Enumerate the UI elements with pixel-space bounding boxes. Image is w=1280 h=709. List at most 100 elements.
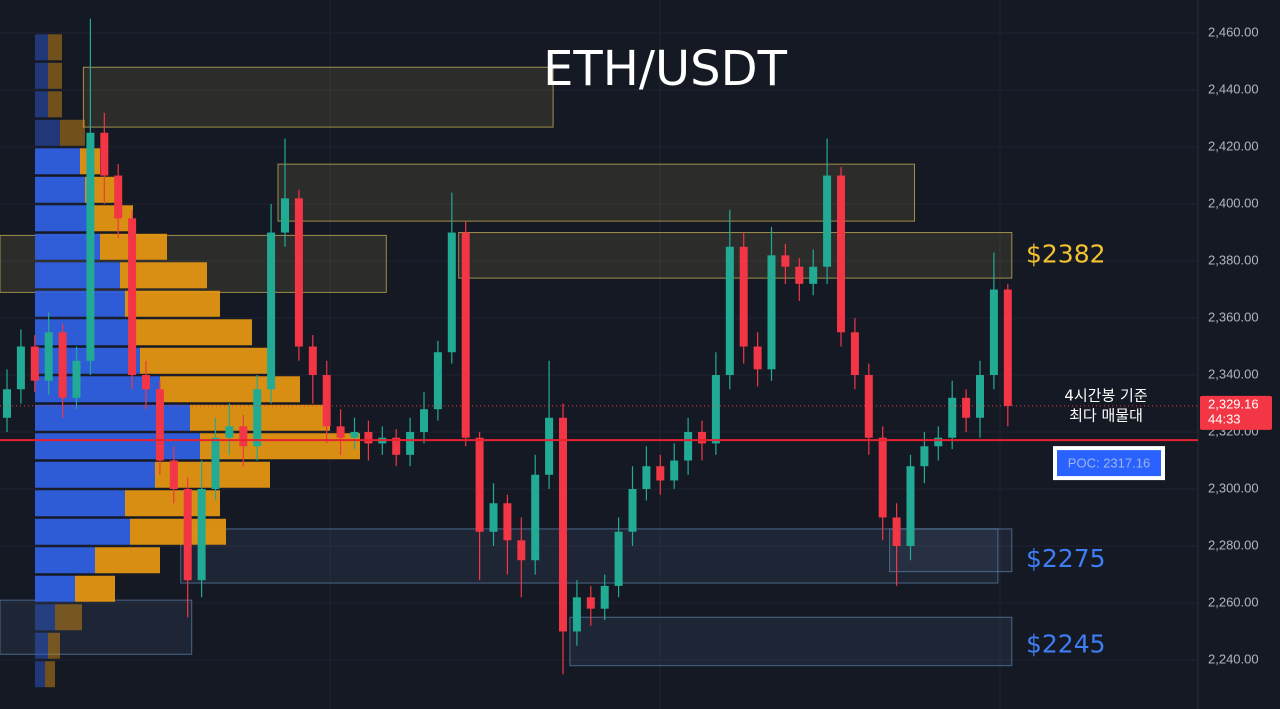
candle-body [948,397,957,438]
level-label: $2245 [1026,630,1106,659]
profile-sell [90,205,133,232]
zone [82,66,554,128]
profile-sell [130,319,252,346]
candle-body [58,332,67,398]
candle-body [489,503,498,532]
candle-body [545,417,554,475]
candle-body [322,375,331,427]
profile-buy [35,205,90,232]
zone [180,528,999,584]
candle-body [336,426,345,438]
candle-body [586,597,595,609]
profile-buy [35,433,200,460]
chart-title: ETH/USDT [543,41,787,97]
candle-body [142,375,150,390]
profile-buy [35,176,85,203]
zone [0,599,193,655]
candle-body [294,198,303,347]
candle-body [976,375,984,418]
candle-body [406,432,415,455]
candle-body [44,332,53,381]
profile-sell [48,632,60,659]
profile-buy [35,62,48,89]
candle-body [711,375,720,444]
candle-body [183,489,192,581]
level-label: $2382 [1026,239,1106,268]
candle-body [906,466,915,546]
candle-body [642,466,651,490]
candle-body [614,531,623,586]
last-price-box [1200,395,1272,430]
candle-body [16,346,25,390]
candle-body [725,246,734,376]
y-tick-label: 2,440.00 [1208,81,1259,96]
zone [458,232,1013,279]
candle-body [531,474,540,561]
profile-sell [125,490,220,517]
candle-body [447,232,456,353]
candle-body [600,585,609,609]
candle-body [433,352,442,410]
profile-sell [160,376,300,403]
candle-body [461,232,470,438]
profile-sell [55,604,82,631]
candle-body [169,460,178,490]
candle-body [781,255,790,267]
candle-body [239,426,248,447]
candle-body [364,432,373,444]
profile-buy [35,262,120,289]
y-tick-label: 2,300.00 [1208,480,1259,495]
candle-body [100,132,109,176]
profile-sell [48,34,62,61]
profile-buy [35,575,75,602]
profile-buy [35,547,95,574]
candle-body [670,460,679,481]
candle-body [1003,289,1012,406]
candle-body [739,246,748,347]
y-tick-label: 2,340.00 [1208,366,1259,381]
candle-body [72,360,81,398]
profile-sell [48,91,62,118]
candle-body [267,232,276,390]
candle-body [253,389,262,447]
candle-body [962,397,971,418]
candle-body [475,437,484,532]
candle-body [517,540,526,561]
candle-body [753,346,762,370]
candle-body [878,437,887,518]
candle-body [30,346,39,381]
y-tick-label: 2,400.00 [1208,195,1259,210]
candle-body [155,389,164,461]
candle-body [920,446,929,467]
poc-label: POC: 2317.16 [1068,456,1150,471]
profile-buy [35,148,80,175]
y-tick-label: 2,280.00 [1208,537,1259,552]
candle-body [559,417,567,632]
profile-buy [35,91,48,118]
candle-body [989,289,998,376]
candle-body [684,432,693,461]
countdown: 44:33 [1208,411,1241,426]
profile-buy [35,461,155,488]
note: 최다 매물대 [1069,406,1143,424]
profile-sell [140,347,272,374]
candle-body [572,597,581,632]
candle-body [197,489,206,581]
y-tick-label: 2,360.00 [1208,309,1259,324]
note: 4시간봉 기준 [1064,386,1148,404]
zone [277,163,915,222]
candle-body [823,175,832,267]
candle-body [795,266,804,284]
candle-body [503,503,512,541]
candle-body [850,332,859,376]
profile-buy [35,518,130,545]
last-price-label: 2,329.16 [1208,396,1259,411]
candle-body [3,389,11,418]
zone [569,616,1013,667]
profile-sell [200,433,360,460]
candle-body [698,432,706,444]
candle-body [420,409,428,433]
profile-sell [95,547,160,574]
level-label: $2275 [1026,544,1106,573]
profile-sell [48,62,62,89]
